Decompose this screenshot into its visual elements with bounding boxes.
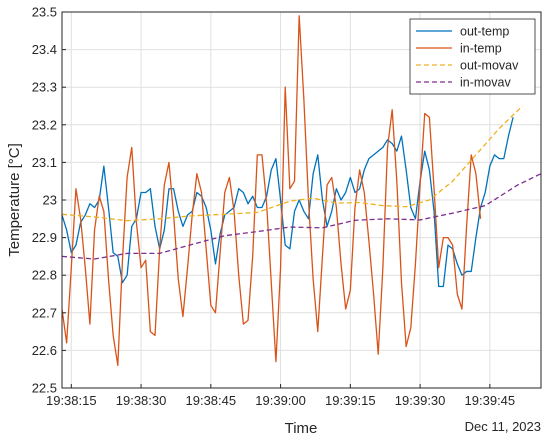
legend: out-temp in-temp out-movav in-movav	[409, 18, 536, 95]
x-tick-label: 19:38:45	[186, 393, 237, 408]
y-tick-label: 22.8	[32, 268, 57, 283]
y-tick-label: 22.5	[32, 381, 57, 396]
x-tick-label: 19:39:15	[325, 393, 376, 408]
legend-label-out-temp: out-temp	[460, 25, 509, 39]
y-tick-label: 23	[43, 193, 57, 208]
y-tick-label: 22.6	[32, 343, 57, 358]
series-line-out-temp	[62, 117, 514, 288]
x-axis: 19:38:15 19:38:30 19:38:45 19:39:00 19:39:15…	[46, 384, 515, 408]
y-tick-label: 23.4	[32, 42, 57, 57]
y-tick-label: 23.5	[32, 5, 57, 20]
legend-label-out-movav: out-movav	[460, 59, 519, 73]
x-axis-label: Time	[285, 420, 318, 437]
date-label: Dec 11, 2023	[465, 419, 541, 434]
series-lines	[62, 15, 541, 367]
x-tick-label: 19:38:15	[46, 393, 97, 408]
y-axis: 22.5 22.6 22.7 22.8 22.9 23 23.1 23.2 23.3 23.4 23…	[32, 5, 66, 396]
y-axis-label: Temperature [°C]	[6, 143, 23, 257]
series-line-in-movav	[62, 173, 541, 260]
y-tick-label: 22.7	[32, 305, 57, 320]
legend-label-in-movav: in-movav	[460, 76, 511, 90]
series-line-in-temp	[62, 15, 482, 367]
y-tick-label: 22.9	[32, 230, 57, 245]
x-tick-label: 19:39:30	[395, 393, 446, 408]
x-tick-label: 19:39:00	[255, 393, 306, 408]
y-tick-label: 23.1	[32, 155, 57, 170]
y-tick-label: 23.2	[32, 117, 57, 132]
y-tick-label: 23.3	[32, 80, 57, 95]
legend-label-in-temp: in-temp	[460, 42, 502, 56]
x-tick-label: 19:38:30	[116, 393, 167, 408]
x-tick-label: 19:39:45	[465, 393, 516, 408]
series-line-out-movav	[62, 105, 523, 222]
